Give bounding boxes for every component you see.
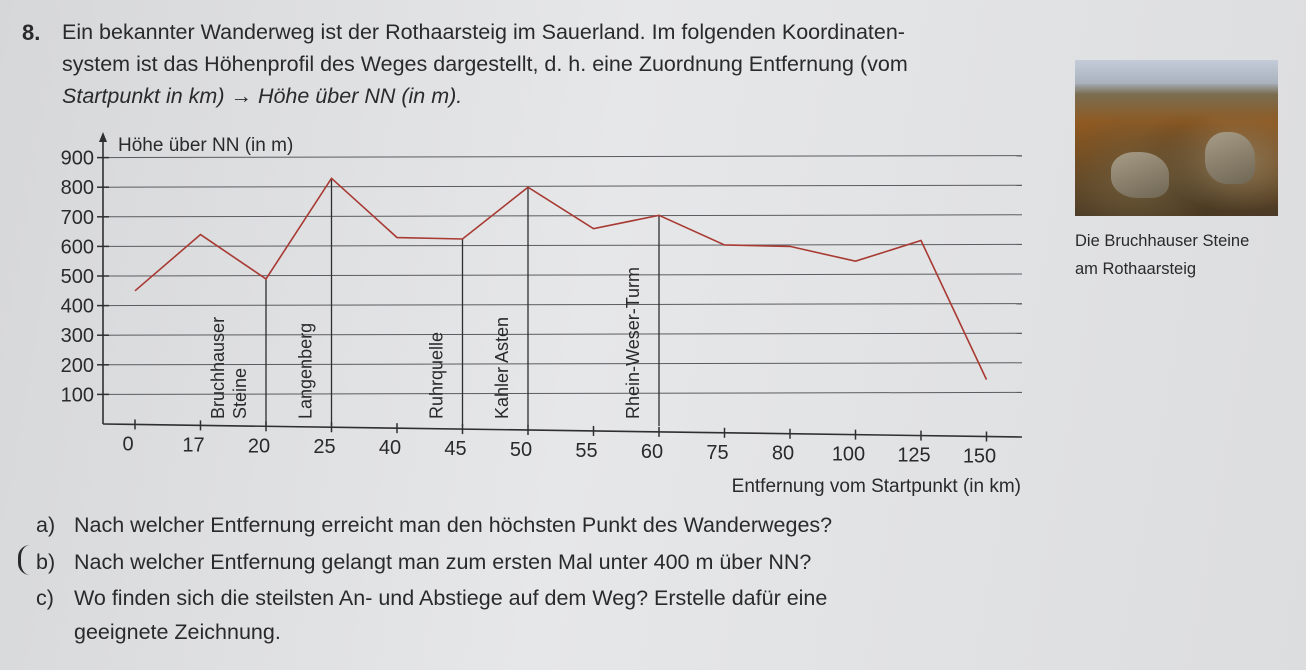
annotation-label: Kahler Asten — [492, 317, 512, 419]
question-a: a) Nach welcher Entfernung erreicht man d… — [36, 513, 832, 538]
y-tick-label: 500 — [61, 266, 94, 288]
y-tick-label: 400 — [61, 296, 94, 318]
gridline — [102, 214, 1023, 218]
x-axis-line — [102, 423, 1023, 438]
x-tick-label: 80 — [772, 443, 794, 465]
gridline — [102, 362, 1023, 366]
x-tick-label: 75 — [706, 442, 728, 464]
y-axis-ticks: 100 200 300 400 500 600 700 800 900 — [61, 148, 109, 406]
intro-italic-text: Startpunkt in km) → Höhe über NN (in m). — [62, 84, 463, 108]
annotation-label: Ruhrquelle — [427, 332, 447, 419]
question-c-line-2: geeignete Zeichnung. — [74, 620, 281, 644]
x-tick-label: 20 — [248, 435, 270, 457]
x-tick-label: 150 — [963, 445, 996, 467]
x-tick-label: 0 — [122, 433, 133, 455]
annotation-labels: Bruchhauser Steine Langenberg Ruhrquelle Kah… — [208, 267, 643, 419]
x-tick-label: 17 — [182, 434, 204, 456]
photo-rock — [1205, 132, 1255, 184]
annotation-label: Rhein-Weser-Turm — [623, 267, 643, 419]
question-label: a) — [36, 513, 56, 537]
height-profile-line — [134, 177, 988, 380]
bruchhauser-steine-photo — [1075, 60, 1278, 216]
x-tick-label: 40 — [379, 437, 401, 459]
gridline — [102, 332, 1023, 336]
x-tick-label: 60 — [641, 441, 663, 463]
x-tick-label: 50 — [510, 439, 532, 461]
handwritten-bracket-mark — [18, 545, 37, 575]
photo-rock — [1111, 152, 1169, 198]
y-tick-label: 800 — [61, 177, 94, 199]
x-axis-ticks: 0 17 20 25 40 45 50 55 60 75 80 100 125 150 — [122, 419, 996, 467]
question-text: Nach welcher Entfernung gelangt man zum … — [74, 550, 812, 574]
question-c: c) Wo finden sich die steilsten An- und A… — [36, 586, 827, 611]
y-axis-arrowhead — [99, 132, 107, 142]
photo-sky — [1075, 60, 1278, 84]
x-tick-label: 25 — [313, 436, 335, 458]
y-axis-label: Höhe über NN (in m) — [118, 135, 293, 156]
gridline — [102, 155, 1023, 159]
question-text: Wo finden sich die steilsten An- und Abs… — [74, 586, 828, 610]
gridline — [102, 303, 1023, 307]
photo-caption-line-2: am Rothaarsteig — [1075, 260, 1197, 278]
intro-text-line-2: system ist das Höhenprofil des Weges dar… — [62, 52, 908, 76]
question-label: c) — [36, 586, 54, 610]
question-text: Nach welcher Entfernung erreicht man den… — [74, 513, 833, 537]
x-tick-label: 100 — [832, 444, 865, 466]
x-axis-label: Entfernung vom Startpunkt (in km) — [732, 476, 1021, 497]
question-b: b) Nach welcher Entfernung gelangt man zu… — [36, 550, 811, 575]
intro-text-line-1: Ein bekannter Wanderweg ist der Rothaars… — [62, 20, 905, 44]
gridline — [102, 184, 1023, 188]
annotation-label: Bruchhauser — [208, 317, 228, 419]
y-tick-label: 200 — [61, 355, 94, 377]
annotation-label: Steine — [230, 368, 250, 419]
x-tick-label: 45 — [444, 438, 466, 460]
photo-caption-line-1: Die Bruchhauser Steine — [1075, 232, 1250, 250]
gridlines — [102, 155, 1023, 395]
x-tick-label: 55 — [575, 440, 597, 462]
annotation-drop-lines — [265, 178, 660, 426]
y-tick-label: 300 — [61, 325, 94, 347]
y-tick-label: 900 — [61, 148, 94, 170]
question-label: b) — [36, 550, 56, 574]
annotation-label: Langenberg — [296, 323, 316, 419]
y-tick-label: 600 — [61, 236, 94, 258]
gridline — [102, 273, 1023, 277]
y-tick-label: 700 — [61, 207, 94, 229]
gridline — [102, 243, 1023, 247]
x-tick-label: 125 — [897, 445, 930, 467]
gridline — [102, 391, 1023, 395]
intro-text-line-3: Startpunkt in km) → Höhe über NN (in m). — [62, 84, 462, 109]
y-tick-label: 100 — [61, 384, 94, 406]
task-number: 8. — [22, 20, 41, 45]
